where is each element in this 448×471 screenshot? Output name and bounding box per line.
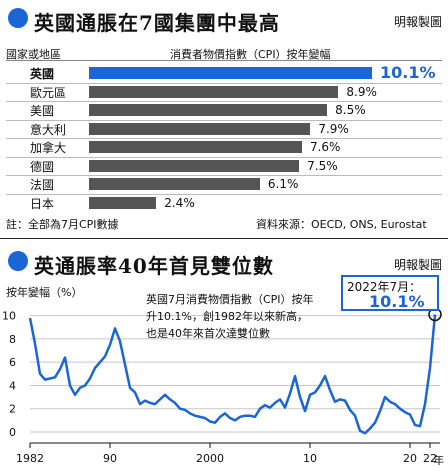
bar-label: 美國: [30, 104, 55, 118]
bar-label: 日本: [30, 196, 55, 211]
bar-value-label: 10.1%: [380, 63, 436, 82]
row-separator: [6, 193, 442, 195]
bar: [89, 122, 311, 135]
x-axis-unit: 年: [433, 454, 444, 467]
bar: [89, 104, 328, 116]
bar-label: 意大利: [30, 122, 67, 137]
bar-label: 法國: [30, 178, 55, 192]
annotation-text-content: 英國7月消費物價指數（CPI）按年升10.1%，創1982年以來新高，也是40年…: [146, 293, 314, 340]
x-tick-label: 90: [103, 452, 117, 465]
x-tick-label: 2000: [196, 452, 224, 465]
x-tick-label: 20: [403, 452, 417, 465]
bottom-chart-credit: 明報製圖: [393, 258, 442, 272]
bar-label: 歐元區: [30, 85, 67, 100]
bottom-chart-title: 英通脹率40年首見雙位數: [34, 254, 274, 278]
bar: [89, 178, 260, 190]
bar: [89, 141, 302, 153]
inflation-line: [28, 314, 437, 435]
x-tick-label: 10: [303, 452, 317, 465]
row-separator: [6, 138, 442, 139]
y-tick-label: 8: [9, 333, 16, 346]
bar: [89, 85, 339, 98]
bar-value-label: 2.4%: [164, 195, 195, 210]
callout-value: 10.1%: [369, 292, 425, 311]
y-tick-label: 0: [9, 426, 16, 439]
section-divider: [0, 238, 448, 239]
row-separator: [6, 175, 442, 176]
row-separator: [6, 101, 442, 102]
row-separator: [6, 156, 442, 158]
y-tick-label: 2: [9, 403, 16, 416]
bar-value-label: 8.5%: [335, 103, 366, 117]
x-tick-label: 1982: [16, 452, 44, 465]
column-header-country: 國家或地區: [6, 48, 61, 61]
callout-label: 2022年7月：: [347, 280, 422, 294]
row-separator: [6, 82, 442, 84]
bar-label: 英國: [30, 67, 55, 81]
y-tick-label: 10: [2, 310, 16, 323]
bar-label: 加拿大: [30, 141, 67, 155]
title-bullet-icon: [8, 251, 28, 271]
bar: [89, 67, 372, 79]
y-tick-label: 6: [9, 356, 16, 369]
column-header-metric: 消費者物價指數（CPI）按年變幅: [170, 48, 331, 61]
top-chart-credit: 明報製圖: [393, 15, 442, 29]
title-bullet-icon: [8, 8, 28, 28]
x-tick-label: 22: [423, 452, 437, 465]
bar-value-label: 7.6%: [309, 140, 341, 154]
top-chart-title: 英國通脹在7國集團中最高: [34, 11, 280, 35]
annotation-text: 英國7月消費物價指數（CPI）按年升10.1%，創1982年以來新高，也是40年…: [146, 291, 316, 342]
bar-value-label: 8.9%: [346, 84, 377, 99]
bar-value-label: 6.1%: [267, 177, 299, 191]
y-axis-label: 按年變幅（%）: [6, 286, 83, 299]
bar-value-label: 7.5%: [307, 158, 338, 173]
bar-label: 德國: [30, 159, 55, 174]
bar: [89, 196, 157, 209]
callout-box: 2022年7月： 10.1%: [341, 275, 439, 311]
y-tick-label: 4: [9, 379, 16, 392]
top-chart-source: 資料來源：OECD, ONS, Eurostat: [256, 218, 427, 231]
bar-value-label: 7.9%: [318, 121, 349, 136]
bar: [89, 159, 300, 172]
top-chart-note: 註：全部為7月CPI數據: [6, 218, 119, 231]
row-separator: [6, 119, 442, 121]
bar-chart: 英國 10.1% 歐元區 8.9% 美國 8.5% 意大利 7.9% 加拿大 7.6% 德國 7.5%…: [0, 0, 448, 230]
header-underline: [6, 60, 442, 61]
